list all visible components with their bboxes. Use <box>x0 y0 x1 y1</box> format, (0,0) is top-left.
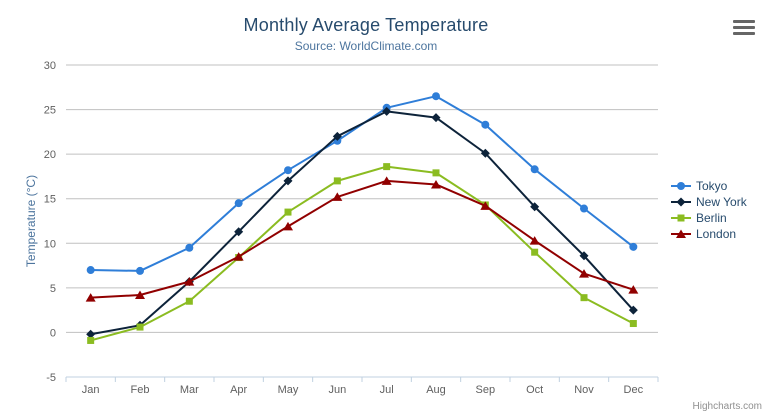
legend-label: New York <box>696 195 747 209</box>
triangle-marker-icon <box>671 229 691 238</box>
data-point-new-york[interactable] <box>530 202 540 212</box>
x-axis-label: Nov <box>574 384 594 396</box>
legend-item-london[interactable]: London <box>671 226 747 242</box>
y-axis-label: 0 <box>50 327 56 339</box>
data-point-new-york[interactable] <box>86 329 96 339</box>
data-point-london[interactable] <box>381 176 392 185</box>
data-point-tokyo[interactable] <box>86 266 95 275</box>
y-axis-label: 20 <box>44 149 56 161</box>
data-point-london[interactable] <box>628 285 639 294</box>
series-line-berlin[interactable] <box>89 165 635 342</box>
data-point-berlin[interactable] <box>185 297 193 305</box>
data-point-berlin[interactable] <box>136 323 144 331</box>
data-point-london[interactable] <box>431 179 441 189</box>
data-point-tokyo[interactable] <box>185 243 194 252</box>
x-axis-label: Aug <box>426 384 446 396</box>
legend-item-berlin[interactable]: Berlin <box>671 210 747 226</box>
square-marker-icon <box>671 214 691 222</box>
data-point-tokyo[interactable] <box>629 242 638 251</box>
data-point-new-york[interactable] <box>480 148 490 158</box>
data-point-tokyo[interactable] <box>432 92 440 101</box>
data-point-london[interactable] <box>184 277 195 286</box>
x-axis-label: Dec <box>624 384 644 396</box>
data-point-london[interactable] <box>233 252 244 261</box>
legend-label: London <box>696 227 737 241</box>
x-axis-label: Feb <box>131 384 150 396</box>
data-point-london[interactable] <box>135 290 145 299</box>
data-point-new-york[interactable] <box>234 227 244 237</box>
legend-marker <box>677 182 685 190</box>
series-line-tokyo[interactable] <box>89 95 635 272</box>
credits-link[interactable]: Highcharts.com <box>692 401 762 412</box>
data-point-berlin[interactable] <box>531 248 539 256</box>
x-axis-label: Oct <box>526 384 543 396</box>
y-axis-label: 25 <box>44 105 56 117</box>
legend-marker <box>676 197 686 207</box>
y-axis-label: 30 <box>44 60 56 72</box>
series-line-new-york[interactable] <box>89 110 635 336</box>
data-point-london[interactable] <box>85 293 96 302</box>
legend-label: Berlin <box>696 211 727 225</box>
y-axis-label: -5 <box>46 372 56 384</box>
x-axis-label: May <box>278 384 299 396</box>
data-point-london[interactable] <box>579 269 589 278</box>
chart-title: Monthly Average Temperature <box>243 15 489 35</box>
y-axis-label: 15 <box>44 194 56 206</box>
x-axis-label: Jan <box>82 384 100 396</box>
circle-marker-icon <box>671 182 691 190</box>
data-point-new-york[interactable] <box>628 305 638 315</box>
series-line-london[interactable] <box>89 179 635 299</box>
data-point-berlin[interactable] <box>383 163 391 171</box>
chart-subtitle: Source: WorldClimate.com <box>294 39 438 53</box>
data-point-berlin[interactable] <box>629 320 637 328</box>
data-point-tokyo[interactable] <box>481 120 490 129</box>
data-point-london[interactable] <box>480 201 491 210</box>
x-axis-label: Jul <box>380 384 394 396</box>
legend-marker <box>677 214 685 222</box>
data-point-tokyo[interactable] <box>284 166 292 175</box>
data-point-london[interactable] <box>332 192 343 201</box>
data-point-new-york[interactable] <box>332 131 342 141</box>
legend-label: Tokyo <box>696 179 728 193</box>
legend-item-new-york[interactable]: New York <box>671 194 747 210</box>
data-point-tokyo[interactable] <box>580 204 588 213</box>
export-menu-button[interactable] <box>731 15 759 39</box>
y-axis-label: 10 <box>44 238 56 250</box>
data-point-new-york[interactable] <box>382 106 392 116</box>
data-point-berlin[interactable] <box>580 294 588 302</box>
y-axis-label: 5 <box>50 283 56 295</box>
x-axis-label: Apr <box>230 384 247 396</box>
legend-marker <box>676 229 686 238</box>
data-point-tokyo[interactable] <box>136 266 144 275</box>
data-point-london[interactable] <box>529 236 540 245</box>
data-point-new-york[interactable] <box>431 113 441 123</box>
x-axis-label: Mar <box>180 384 199 396</box>
diamond-marker-icon <box>671 197 691 207</box>
data-point-new-york[interactable] <box>579 251 589 261</box>
x-axis-label: Jun <box>328 384 346 396</box>
legend-item-tokyo[interactable]: Tokyo <box>671 178 747 194</box>
y-axis-title: Temperature (°C) <box>24 174 38 268</box>
data-point-berlin[interactable] <box>87 336 95 344</box>
legend: Tokyo New York Berlin London <box>671 178 747 242</box>
data-point-berlin[interactable] <box>333 177 341 185</box>
data-point-london[interactable] <box>283 221 293 231</box>
data-point-berlin[interactable] <box>432 169 440 177</box>
x-axis-label: Sep <box>476 384 496 396</box>
data-point-tokyo[interactable] <box>234 199 243 208</box>
data-point-tokyo[interactable] <box>530 165 539 174</box>
data-point-new-york[interactable] <box>283 176 293 186</box>
data-point-berlin[interactable] <box>284 208 292 216</box>
